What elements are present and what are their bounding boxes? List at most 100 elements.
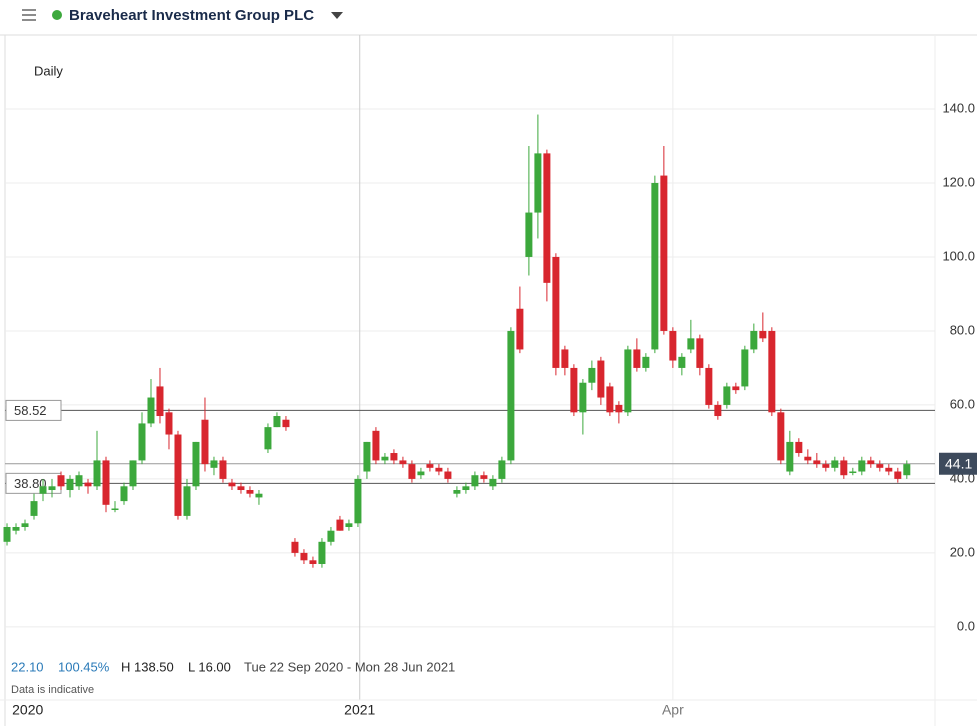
y-tick-label: 80.0: [950, 322, 975, 337]
candle-body: [219, 460, 227, 479]
candle-body: [102, 460, 110, 505]
candle-body: [399, 460, 407, 465]
candle-body: [588, 367, 596, 383]
candle-body: [156, 386, 164, 417]
candle-body: [147, 397, 155, 424]
price-label-box: [5, 399, 62, 421]
candle-body: [174, 434, 182, 516]
candle-body: [282, 419, 290, 428]
candle-body: [885, 467, 893, 472]
candle-body: [615, 404, 623, 413]
candle-body: [327, 530, 335, 542]
x-tick-label: Apr: [662, 702, 684, 718]
candle-body: [462, 486, 470, 491]
candle-body: [867, 460, 875, 465]
y-tick-label: 120.0: [942, 174, 975, 189]
candle-body: [669, 330, 677, 361]
candle-body: [345, 523, 353, 528]
candle-body: [597, 360, 605, 398]
candle-body: [714, 404, 722, 417]
candle-body: [129, 460, 137, 487]
y-tick-label: 0.0: [957, 618, 975, 633]
change-pct: 100.45%: [58, 659, 110, 674]
candle-body: [48, 486, 56, 491]
candle-body: [903, 464, 911, 476]
low: L 16.00: [188, 659, 231, 674]
candle-body: [471, 475, 479, 487]
date-range: Tue 22 Sep 2020 - Mon 28 Jun 2021: [244, 659, 455, 674]
candle-body: [192, 441, 200, 487]
candle-body: [390, 453, 398, 461]
last-price-box: [939, 452, 977, 475]
candle-body: [435, 467, 443, 472]
candle-body: [507, 330, 515, 461]
candle-body: [651, 182, 659, 350]
candle-body: [804, 456, 812, 461]
candle-body: [228, 482, 236, 487]
candle-body: [246, 490, 254, 494]
candle-body: [237, 486, 245, 491]
interval-label: Daily: [34, 63, 63, 78]
candle-body: [291, 541, 299, 553]
candle-body: [183, 486, 191, 516]
last-price-label: 44.1: [945, 455, 972, 471]
high: H 138.50: [121, 659, 174, 674]
candle-body: [417, 471, 425, 476]
candle-body: [138, 423, 146, 461]
candle-body: [201, 419, 209, 465]
candle-body: [777, 412, 785, 461]
candle-body: [876, 464, 884, 468]
candle-body: [75, 475, 83, 487]
candle-body: [66, 478, 74, 491]
candle-body: [21, 523, 29, 528]
candle-body: [732, 386, 740, 391]
candle-body: [786, 441, 794, 472]
candle-body: [381, 456, 389, 461]
candle-body: [489, 478, 497, 487]
y-tick-label: 140.0: [942, 100, 975, 115]
price-label: 38.80: [14, 476, 47, 491]
candle-body: [579, 382, 587, 413]
change: 22.10: [11, 659, 44, 674]
candle-body: [687, 338, 695, 350]
candle-body: [426, 464, 434, 468]
candle-body: [624, 349, 632, 413]
candle-body: [354, 478, 362, 524]
menu-icon[interactable]: [22, 9, 36, 21]
candle-body: [12, 527, 20, 531]
candle-body: [678, 356, 686, 368]
candle-body: [264, 427, 272, 450]
price-label: 58.52: [14, 403, 47, 418]
candle-body: [498, 460, 506, 479]
candle-body: [39, 486, 47, 494]
candle-body: [30, 501, 38, 516]
candle-body: [894, 471, 902, 479]
candle-body: [480, 475, 488, 479]
candle-body: [840, 460, 848, 476]
candle-body: [84, 482, 92, 487]
candle-body: [696, 338, 704, 368]
dropdown-arrow[interactable]: [331, 12, 343, 19]
candle-body: [633, 349, 641, 368]
candle-body: [552, 256, 560, 368]
y-tick-label: 60.0: [950, 396, 975, 411]
candle-body: [408, 464, 416, 479]
candle-body: [543, 153, 551, 283]
candle-body: [336, 519, 344, 531]
candle-body: [3, 527, 11, 542]
chart-title[interactable]: Braveheart Investment Group PLC: [69, 7, 314, 24]
candle-body: [363, 441, 371, 472]
candle-body: [741, 349, 749, 387]
candle-body: [255, 493, 263, 498]
candle-body: [93, 460, 101, 487]
candle-body: [723, 386, 731, 405]
candle-body: [165, 412, 173, 435]
y-tick-label: 20.0: [950, 544, 975, 559]
x-tick-label: 2020: [12, 702, 43, 718]
x-tick-label: 2021: [344, 702, 375, 718]
candle-body: [57, 475, 65, 487]
candle-body: [570, 367, 578, 413]
